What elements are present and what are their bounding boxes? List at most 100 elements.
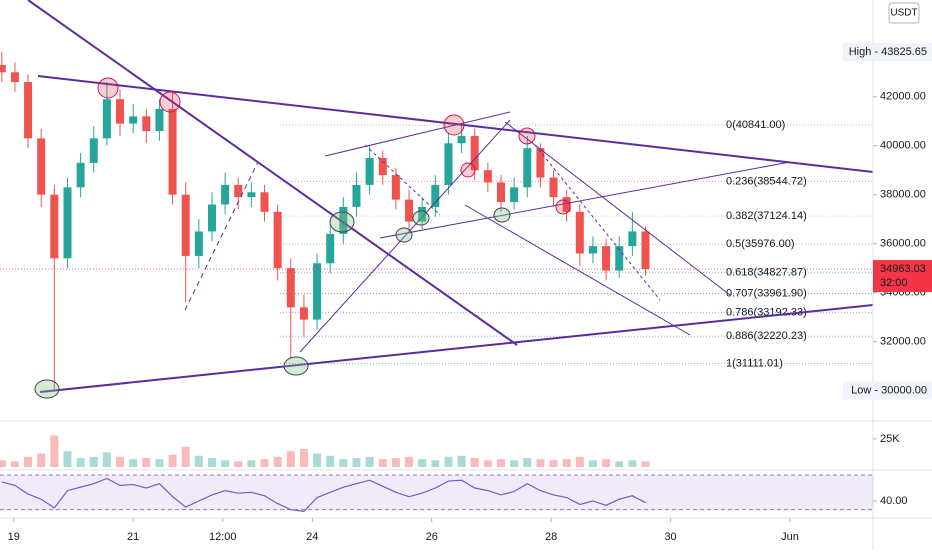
currency-box[interactable] xyxy=(888,2,920,24)
y-tick-label: 36000.00 xyxy=(880,238,926,250)
candle-body xyxy=(352,184,361,207)
candle-body xyxy=(575,211,584,254)
channel-line xyxy=(379,161,791,239)
candle-body xyxy=(234,184,243,198)
y-tick-label: 38000.00 xyxy=(880,189,926,201)
volume-bar xyxy=(352,458,361,467)
trend-line xyxy=(39,304,874,393)
candle-body xyxy=(523,148,532,188)
volume-bar xyxy=(207,458,216,467)
volume-bar xyxy=(116,456,125,467)
last-price-label: 34963.03 xyxy=(880,263,926,275)
candle-body xyxy=(431,184,440,207)
candle-body xyxy=(207,204,216,232)
candle-body xyxy=(0,64,6,73)
x-tick-label: 19 xyxy=(8,531,20,543)
fib-label: 0.382(37124.14) xyxy=(726,210,807,222)
volume-bar xyxy=(483,460,492,467)
candle-body xyxy=(116,99,125,124)
candle-body xyxy=(405,199,414,222)
volume-bar xyxy=(365,456,374,467)
volume-bar xyxy=(194,455,203,467)
candle-body xyxy=(286,268,295,308)
circle xyxy=(97,77,119,99)
candle-body xyxy=(24,82,33,139)
y-tick-label: 40000.00 xyxy=(880,140,926,152)
candle-body xyxy=(168,108,177,195)
volume-bar xyxy=(339,459,348,467)
candle-body xyxy=(549,177,558,198)
volume-bar xyxy=(0,460,6,467)
low-marker-box xyxy=(843,381,932,400)
candle-body xyxy=(418,206,427,222)
candle-body xyxy=(10,72,19,83)
fib-label: 0.707(33961.90) xyxy=(726,287,807,299)
circle xyxy=(460,162,476,178)
candle-body xyxy=(273,211,282,269)
volume-bar xyxy=(378,459,387,467)
circle xyxy=(329,211,355,233)
fib-label: 0.5(35976.00) xyxy=(726,238,795,250)
volume-bar xyxy=(496,459,505,467)
volume-tick-label: 25K xyxy=(880,433,900,445)
candle-body xyxy=(89,138,98,163)
volume-bar xyxy=(418,459,427,467)
candle-body xyxy=(536,148,545,178)
volume-bar xyxy=(326,455,335,467)
volume-bar xyxy=(273,456,282,467)
candle-body xyxy=(641,231,650,270)
volume-bar xyxy=(588,460,597,467)
candle-body xyxy=(483,170,492,183)
volume-bar xyxy=(523,458,532,467)
volume-bar xyxy=(24,456,33,467)
candle-body xyxy=(313,263,322,320)
volume-bar xyxy=(575,456,584,467)
x-tick-label: 30 xyxy=(664,531,676,543)
candle-body xyxy=(339,206,348,234)
volume-bar xyxy=(457,455,466,467)
volume-bar xyxy=(549,460,558,467)
candle-body xyxy=(155,108,164,132)
fib-label: 0.236(38544.72) xyxy=(726,175,807,187)
countdown-label: 32:00 xyxy=(880,277,908,289)
candle-body xyxy=(496,182,505,203)
rsi-line xyxy=(1,477,646,513)
x-tick-label: Jun xyxy=(781,531,799,543)
candle-body xyxy=(50,194,59,259)
circle xyxy=(159,91,181,113)
fib-label: 0(40841.00) xyxy=(726,119,785,131)
dashed-line xyxy=(184,161,259,311)
channel-line xyxy=(504,121,731,296)
candle-body xyxy=(470,135,479,171)
x-tick-label: 26 xyxy=(426,531,438,543)
circle xyxy=(34,379,60,399)
volume-bar xyxy=(76,458,85,467)
circle xyxy=(283,356,309,376)
circle xyxy=(555,199,571,215)
circle xyxy=(518,127,536,145)
volume-bar xyxy=(615,461,624,467)
candle-body xyxy=(181,194,190,256)
volume-bar xyxy=(247,460,256,467)
x-tick-label: 24 xyxy=(306,531,318,543)
candle-group xyxy=(0,52,650,391)
circle xyxy=(493,207,511,223)
volume-bar xyxy=(63,451,72,467)
rsi-tick-label: 40.00 xyxy=(880,495,908,507)
x-tick-label: 21 xyxy=(127,531,139,543)
candle-body xyxy=(76,162,85,188)
volume-bar xyxy=(313,453,322,467)
circle xyxy=(395,227,413,243)
last-price-box xyxy=(873,260,932,293)
channel-line xyxy=(299,119,511,353)
y-tick-label: 42000.00 xyxy=(880,91,926,103)
channel-line xyxy=(324,111,511,157)
candle-body xyxy=(194,231,203,256)
candle-body xyxy=(365,157,374,185)
green-circles xyxy=(34,207,511,399)
volume-bar xyxy=(286,451,295,467)
high-marker-label: High - 43825.65 xyxy=(849,46,927,58)
volume-bar xyxy=(641,461,650,467)
dashed-line xyxy=(364,144,441,216)
